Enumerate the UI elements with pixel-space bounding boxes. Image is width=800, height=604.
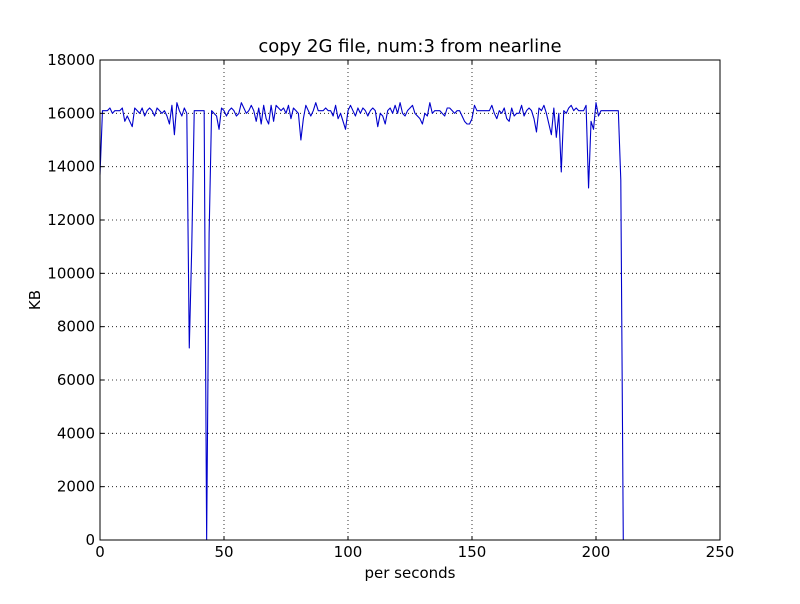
x-tick-label: 50 <box>214 543 233 561</box>
grid-lines <box>100 60 720 540</box>
x-tick-label: 150 <box>458 543 487 561</box>
y-tick-label: 16000 <box>47 104 95 122</box>
y-tick-label: 18000 <box>47 51 95 69</box>
x-tick-label: 200 <box>582 543 611 561</box>
y-tick-label: 10000 <box>47 264 95 282</box>
x-tick-label: 0 <box>95 543 105 561</box>
axis-ticks: 0 50 100 150 200 250 0 2000 4000 6000 8000 10000 120… <box>47 51 734 561</box>
y-tick-label: 6000 <box>57 371 95 389</box>
y-tick-label: 8000 <box>57 318 95 336</box>
chart-title: copy 2G file, num:3 from nearline <box>258 36 561 57</box>
series-layer <box>99 102 624 541</box>
y-axis-label: KB <box>26 290 44 310</box>
plot-frame <box>99 59 721 541</box>
x-tick-label: 100 <box>334 543 363 561</box>
x-tick-label: 250 <box>706 543 735 561</box>
series-line <box>99 102 624 541</box>
y-tick-label: 14000 <box>47 158 95 176</box>
y-tick-label: 12000 <box>47 211 95 229</box>
y-tick-label: 2000 <box>57 478 95 496</box>
y-tick-label: 0 <box>85 531 95 549</box>
x-axis-label: per seconds <box>365 564 456 582</box>
y-tick-label: 4000 <box>57 424 95 442</box>
